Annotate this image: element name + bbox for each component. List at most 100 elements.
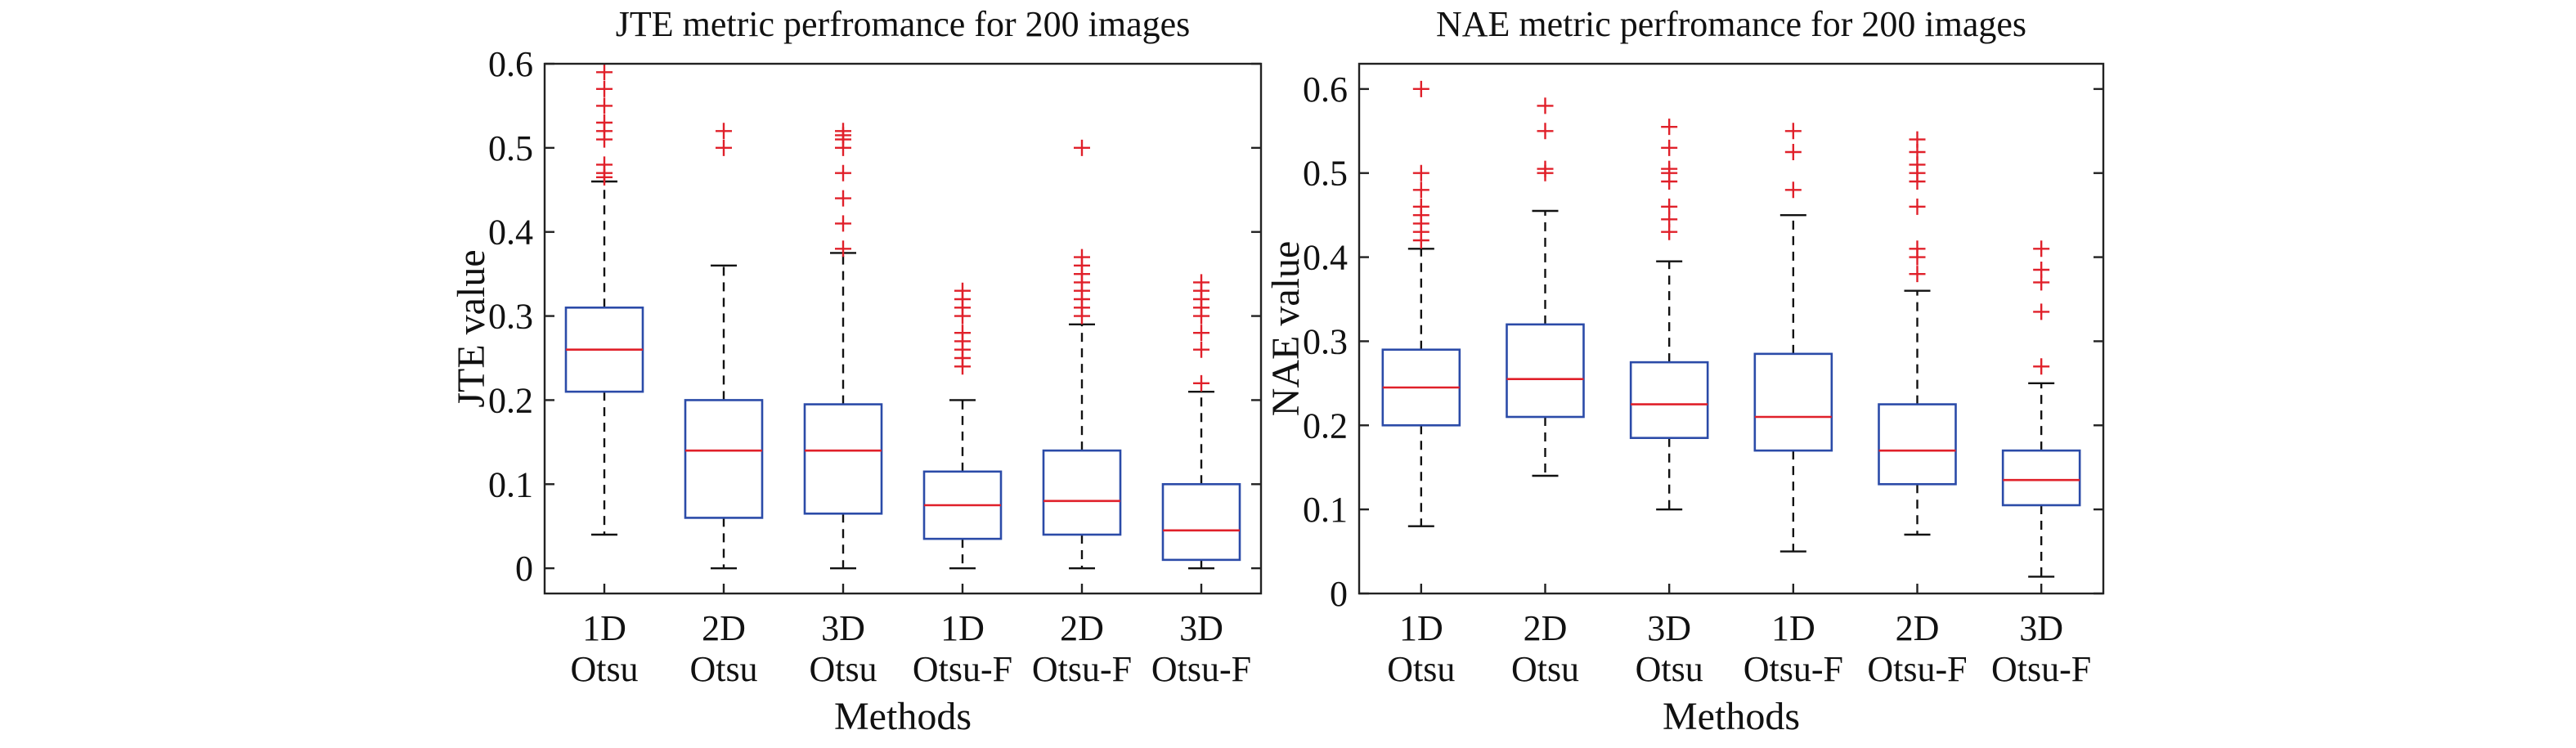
y-tick-label: 0.5 — [1303, 154, 1348, 194]
nae-boxplot: NAE metric perfromance for 200 images NA… — [1264, 4, 2105, 738]
box-group — [1506, 97, 1585, 477]
outlier-marker — [716, 123, 732, 140]
outlier-marker — [1537, 160, 1554, 177]
chart-title: NAE metric perfromance for 200 images — [1436, 4, 2026, 44]
outlier-marker — [2033, 240, 2050, 258]
outlier-marker — [1784, 144, 1802, 160]
outlier-marker — [1412, 181, 1429, 199]
x-tick-label-line1: 1D — [1771, 608, 1815, 648]
x-tick-label-line2: Otsu-F — [1991, 649, 2091, 689]
outlier-marker — [1784, 181, 1802, 199]
iqr-box — [684, 399, 764, 519]
outlier-marker — [596, 97, 613, 114]
outlier-marker — [2033, 262, 2050, 278]
outlier-marker — [1074, 249, 1090, 266]
outlier-marker — [1909, 240, 1926, 258]
outlier-marker — [954, 325, 971, 342]
y-axis-label: NAE value — [1264, 241, 1308, 417]
x-tick-label-line1: 3D — [1179, 608, 1223, 648]
outlier-marker — [1537, 123, 1554, 140]
y-tick-label: 0.6 — [488, 44, 533, 84]
iqr-box — [1042, 449, 1122, 536]
outlier-marker — [1661, 139, 1678, 156]
x-tick-label-line1: 2D — [702, 608, 746, 648]
outlier-marker — [1537, 97, 1554, 114]
x-tick-label-line2: Otsu — [689, 649, 757, 689]
iqr-box — [803, 403, 883, 515]
y-tick-label: 0.4 — [1303, 238, 1348, 278]
x-tick-label-line1: 3D — [821, 608, 865, 648]
x-tick-label-line2: Otsu-F — [1151, 649, 1251, 689]
outlier-marker — [835, 240, 851, 258]
box-group — [1381, 80, 1461, 527]
outlier-marker — [1412, 80, 1429, 97]
x-tick-label-line1: 1D — [1399, 608, 1443, 648]
y-tick-label: 0.3 — [1303, 321, 1348, 361]
y-tick-label: 0.1 — [1303, 490, 1348, 530]
x-tick-label-line1: 2D — [1896, 608, 1940, 648]
chart-title: JTE metric perfromance for 200 images — [616, 4, 1191, 44]
x-tick-label-line1: 2D — [1524, 608, 1568, 648]
x-tick-label-line2: Otsu-F — [1032, 649, 1132, 689]
outlier-marker — [1412, 198, 1429, 215]
outlier-marker — [1909, 131, 1926, 148]
box-group — [1629, 119, 1709, 511]
outlier-marker — [1909, 266, 1926, 283]
x-tick-label-line1: 1D — [582, 608, 626, 648]
x-tick-label-line2: Otsu — [570, 649, 638, 689]
outlier-marker — [1193, 374, 1209, 392]
outlier-marker — [835, 215, 851, 232]
box-group — [684, 123, 764, 570]
y-tick-label: 0.3 — [488, 297, 533, 337]
iqr-box — [1629, 361, 1709, 440]
box-group — [1042, 139, 1122, 570]
plot-frame — [543, 62, 1263, 595]
y-tick-label: 0.5 — [488, 128, 533, 168]
x-tick-label-line1: 1D — [940, 608, 985, 648]
outlier-marker — [596, 80, 613, 97]
outlier-marker — [1193, 325, 1209, 342]
x-tick-label-line2: Otsu — [1636, 649, 1703, 689]
outlier-marker — [596, 156, 613, 173]
y-tick-label: 0.2 — [1303, 405, 1348, 446]
x-tick-label-line2: Otsu — [1511, 649, 1579, 689]
x-tick-label-line2: Otsu-F — [1867, 649, 1967, 689]
plot-frame — [1358, 62, 2105, 595]
y-tick-label: 0.4 — [488, 213, 533, 253]
outlier-marker — [1074, 139, 1090, 156]
outlier-marker — [596, 114, 613, 131]
iqr-box — [1161, 482, 1241, 562]
x-tick-label-line2: Otsu-F — [913, 649, 1012, 689]
iqr-box — [1506, 323, 1585, 419]
y-tick-label: 0 — [1330, 574, 1348, 614]
x-tick-label-line2: Otsu — [1387, 649, 1455, 689]
box-group — [2001, 240, 2081, 578]
box-group — [564, 64, 644, 536]
iqr-box — [1878, 403, 1957, 486]
outlier-marker — [835, 164, 851, 181]
outlier-marker — [835, 190, 851, 207]
outlier-marker — [954, 282, 971, 299]
outlier-marker — [835, 123, 851, 140]
box-group — [922, 282, 1003, 570]
box-group — [1878, 131, 1957, 536]
outlier-marker — [716, 139, 732, 156]
y-tick-label: 0.6 — [1303, 69, 1348, 110]
outlier-marker — [1193, 274, 1209, 291]
outlier-marker — [1909, 198, 1926, 215]
outlier-marker — [1661, 119, 1678, 136]
outlier-marker — [1193, 341, 1209, 358]
y-tick-label: 0 — [515, 549, 533, 589]
y-tick-label: 0.1 — [488, 464, 533, 504]
iqr-box — [2001, 449, 2081, 507]
x-tick-label-line1: 3D — [2019, 608, 2063, 648]
x-tick-label-line2: Otsu-F — [1744, 649, 1843, 689]
outlier-marker — [2033, 358, 2050, 375]
iqr-box — [1753, 352, 1833, 452]
x-axis-label: Methods — [1663, 695, 1800, 738]
outlier-marker — [1412, 164, 1429, 181]
outlier-marker — [2033, 303, 2050, 320]
box-group — [1753, 123, 1833, 553]
x-axis-label: Methods — [834, 695, 972, 738]
x-tick-label-line1: 3D — [1647, 608, 1691, 648]
